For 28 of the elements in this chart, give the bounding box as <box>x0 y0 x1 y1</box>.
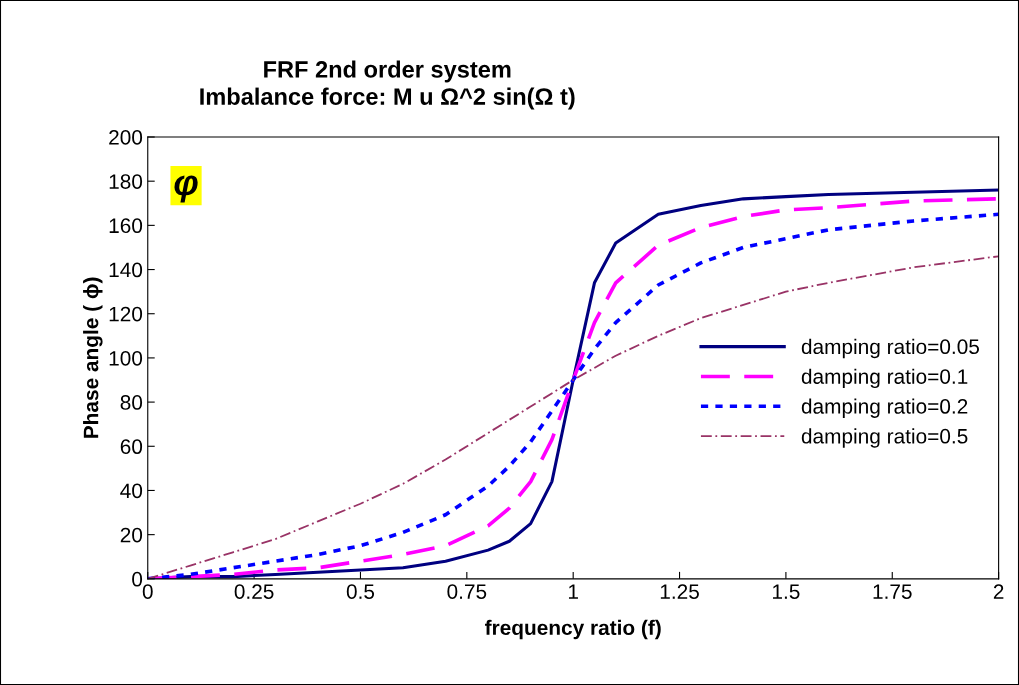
x-tick-label: 0.5 <box>346 584 375 599</box>
y-tick-label: 200 <box>109 130 143 145</box>
legend-label: damping ratio=0.1 <box>801 368 968 389</box>
x-tick-label: 1.5 <box>773 584 800 599</box>
y-axis-title: Phase angle ( ϕ) <box>83 277 103 438</box>
y-tick-label: 80 <box>120 395 143 410</box>
y-tick-label: 120 <box>109 306 143 322</box>
x-tick-label: 0 <box>142 584 153 599</box>
x-tick-label: 0.25 <box>234 584 274 599</box>
legend-label: damping ratio=0.05 <box>801 338 980 359</box>
y-tick-label: 160 <box>109 218 143 234</box>
y-tick-label: 40 <box>120 483 143 499</box>
y-tick-label: 180 <box>109 174 143 189</box>
legend-label: damping ratio=0.5 <box>801 428 968 448</box>
chart-title: FRF 2nd order system Imbalance force: M u Ω^2 sin(Ω t) <box>200 60 575 110</box>
legend-label: damping ratio=0.2 <box>801 398 968 418</box>
y-tick-label: 100 <box>109 350 143 366</box>
x-tick-label: 1.25 <box>660 584 699 599</box>
y-tick-label: 60 <box>120 439 143 455</box>
x-tick-label: 2 <box>993 584 1004 599</box>
y-tick-label: 140 <box>109 262 143 278</box>
x-tick-label: 1 <box>568 584 578 599</box>
x-tick-label: 0.75 <box>447 584 487 599</box>
x-axis-title: frequency ratio (f) <box>485 619 661 640</box>
annotation: φ <box>174 175 198 203</box>
y-tick-label: 0 <box>132 571 143 587</box>
x-tick-label: 1.75 <box>873 584 912 599</box>
y-tick-label: 20 <box>120 527 143 543</box>
